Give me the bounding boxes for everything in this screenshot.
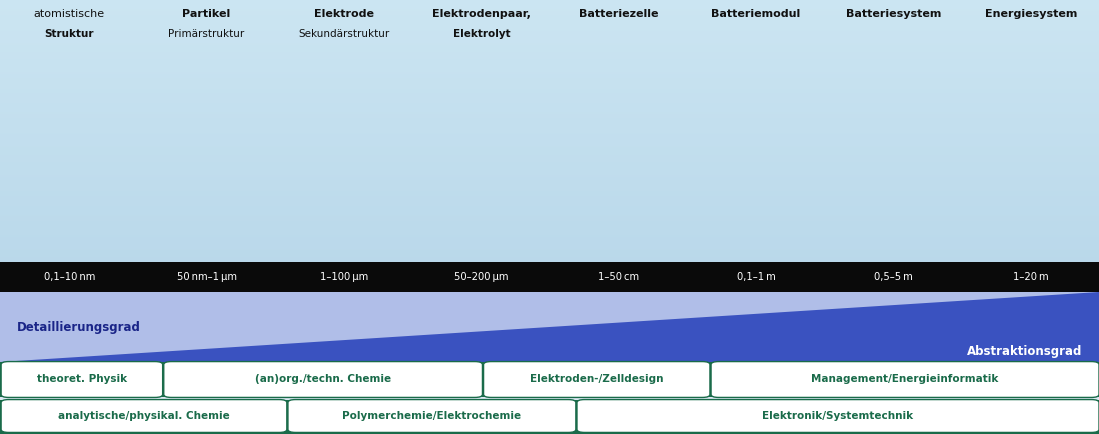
FancyBboxPatch shape	[164, 362, 482, 398]
Bar	[0, 262, 1099, 292]
Bar	[0, 262, 1099, 434]
Text: Management/Energieinformatik: Management/Energieinformatik	[811, 375, 999, 385]
Bar	[0, 397, 1099, 400]
Text: Energiesystem: Energiesystem	[985, 9, 1077, 19]
Text: Sekundärstruktur: Sekundärstruktur	[298, 29, 390, 39]
Text: Batteriesystem: Batteriesystem	[846, 9, 941, 19]
Bar	[0, 362, 1099, 397]
Text: 1–100 μm: 1–100 μm	[320, 272, 368, 282]
Text: Polymerchemie/Elektrochemie: Polymerchemie/Elektrochemie	[343, 411, 521, 421]
Text: atomistische: atomistische	[34, 9, 104, 19]
Bar	[0, 432, 1099, 434]
FancyBboxPatch shape	[484, 362, 710, 398]
Bar	[0, 400, 1099, 432]
Text: 1–50 cm: 1–50 cm	[598, 272, 640, 282]
Text: Batteriezelle: Batteriezelle	[579, 9, 658, 19]
FancyBboxPatch shape	[711, 362, 1099, 398]
Text: Elektrolyt: Elektrolyt	[453, 29, 510, 39]
Polygon shape	[0, 292, 1099, 362]
Text: 0,5–5 m: 0,5–5 m	[874, 272, 913, 282]
Text: 1–20 m: 1–20 m	[1013, 272, 1048, 282]
Text: 50–200 μm: 50–200 μm	[454, 272, 509, 282]
FancyBboxPatch shape	[288, 400, 576, 432]
Text: Elektrodenpaar,: Elektrodenpaar,	[432, 9, 531, 19]
FancyBboxPatch shape	[1, 362, 163, 398]
Text: Abstraktionsgrad: Abstraktionsgrad	[967, 345, 1083, 358]
Text: theoret. Physik: theoret. Physik	[36, 375, 127, 385]
Text: (an)org./techn. Chemie: (an)org./techn. Chemie	[255, 375, 391, 385]
Text: Struktur: Struktur	[44, 29, 95, 39]
FancyBboxPatch shape	[1, 400, 287, 432]
Text: Elektroden-/Zelldesign: Elektroden-/Zelldesign	[530, 375, 664, 385]
FancyBboxPatch shape	[577, 400, 1099, 432]
Text: Detaillierungsgrad: Detaillierungsgrad	[16, 320, 141, 333]
Text: Partikel: Partikel	[182, 9, 231, 19]
Text: 50 nm–1 μm: 50 nm–1 μm	[177, 272, 236, 282]
Text: 0,1–1 m: 0,1–1 m	[736, 272, 776, 282]
Text: Elektrode: Elektrode	[314, 9, 374, 19]
Text: analytische/physikal. Chemie: analytische/physikal. Chemie	[58, 411, 230, 421]
Text: Elektronik/Systemtechnik: Elektronik/Systemtechnik	[763, 411, 913, 421]
Bar	[0, 292, 1099, 362]
Text: Primärstruktur: Primärstruktur	[168, 29, 245, 39]
Text: 0,1–10 nm: 0,1–10 nm	[44, 272, 95, 282]
Text: Batteriemodul: Batteriemodul	[711, 9, 801, 19]
